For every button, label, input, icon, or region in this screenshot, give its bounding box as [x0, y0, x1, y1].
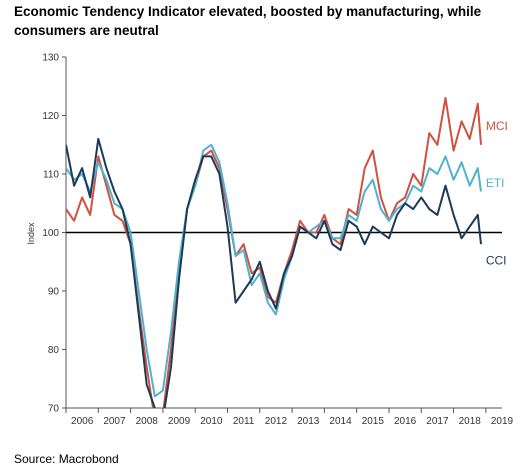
y-tick-label: 80 — [48, 345, 60, 356]
y-tick-label: 120 — [42, 111, 59, 122]
series-line-eti — [66, 143, 482, 398]
series-label-cci: CCI — [486, 254, 507, 268]
x-tick-label: 2011 — [233, 416, 255, 427]
y-tick-label: 70 — [48, 404, 60, 415]
x-tick-label: 2013 — [297, 416, 320, 427]
chart-title: Economic Tendency Indicator elevated, bo… — [14, 4, 482, 38]
x-tick-label: 2007 — [103, 416, 126, 427]
x-tick-label: 2009 — [168, 416, 191, 427]
y-axis-label: Index — [26, 222, 36, 245]
y-tick-label: 110 — [43, 170, 59, 181]
series-label-eti: ETI — [486, 176, 505, 190]
x-tick-label: 2015 — [362, 416, 385, 427]
x-tick-label: 2006 — [71, 416, 94, 427]
y-tick-label: 100 — [42, 228, 59, 239]
series-line-mci — [66, 96, 482, 408]
y-tick-label: 130 — [42, 53, 59, 64]
series-label-mci: MCI — [486, 119, 508, 133]
x-tick-label: 2012 — [265, 416, 288, 427]
axes: 70 80 90 100 110 120 130 Index 2006 2007 2008 2009 2… — [26, 53, 514, 428]
series-labels: MCI ETI CCI — [486, 119, 508, 268]
x-tick-label: 2016 — [394, 416, 417, 427]
y-tick-label: 90 — [48, 287, 60, 298]
series-line-cci — [66, 137, 482, 408]
x-tick-label: 2017 — [426, 416, 449, 427]
source-note: Source: Macrobond — [14, 452, 119, 466]
series-lines — [66, 96, 482, 408]
x-tick-label: 2018 — [459, 416, 482, 427]
x-tick-label: 2010 — [200, 416, 223, 427]
x-tick-label: 2008 — [136, 416, 159, 427]
x-tick-label: 2019 — [491, 416, 514, 427]
x-tick-label: 2014 — [329, 416, 352, 427]
